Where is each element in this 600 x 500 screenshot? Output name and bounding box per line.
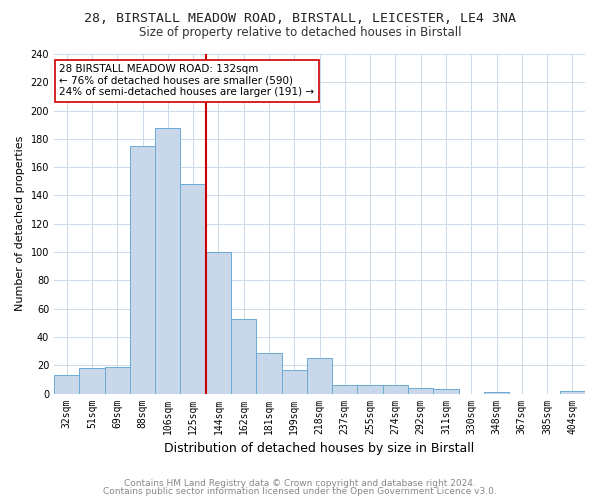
Text: Contains public sector information licensed under the Open Government Licence v3: Contains public sector information licen…	[103, 487, 497, 496]
Bar	[256, 352, 281, 394]
Bar	[332, 385, 358, 394]
Bar	[206, 252, 231, 394]
Text: 28 BIRSTALL MEADOW ROAD: 132sqm
← 76% of detached houses are smaller (590)
24% o: 28 BIRSTALL MEADOW ROAD: 132sqm ← 76% of…	[59, 64, 314, 98]
Bar	[484, 392, 509, 394]
Bar	[54, 375, 79, 394]
Bar	[130, 146, 155, 394]
Bar	[79, 368, 104, 394]
Bar	[560, 390, 585, 394]
Text: Size of property relative to detached houses in Birstall: Size of property relative to detached ho…	[139, 26, 461, 39]
Text: 28, BIRSTALL MEADOW ROAD, BIRSTALL, LEICESTER, LE4 3NA: 28, BIRSTALL MEADOW ROAD, BIRSTALL, LEIC…	[84, 12, 516, 26]
Bar	[383, 385, 408, 394]
X-axis label: Distribution of detached houses by size in Birstall: Distribution of detached houses by size …	[164, 442, 475, 455]
Bar	[181, 184, 206, 394]
Bar	[281, 370, 307, 394]
Bar	[358, 385, 383, 394]
Text: Contains HM Land Registry data © Crown copyright and database right 2024.: Contains HM Land Registry data © Crown c…	[124, 478, 476, 488]
Bar	[408, 388, 433, 394]
Bar	[433, 390, 458, 394]
Y-axis label: Number of detached properties: Number of detached properties	[15, 136, 25, 312]
Bar	[231, 318, 256, 394]
Bar	[155, 128, 181, 394]
Bar	[104, 366, 130, 394]
Bar	[307, 358, 332, 394]
